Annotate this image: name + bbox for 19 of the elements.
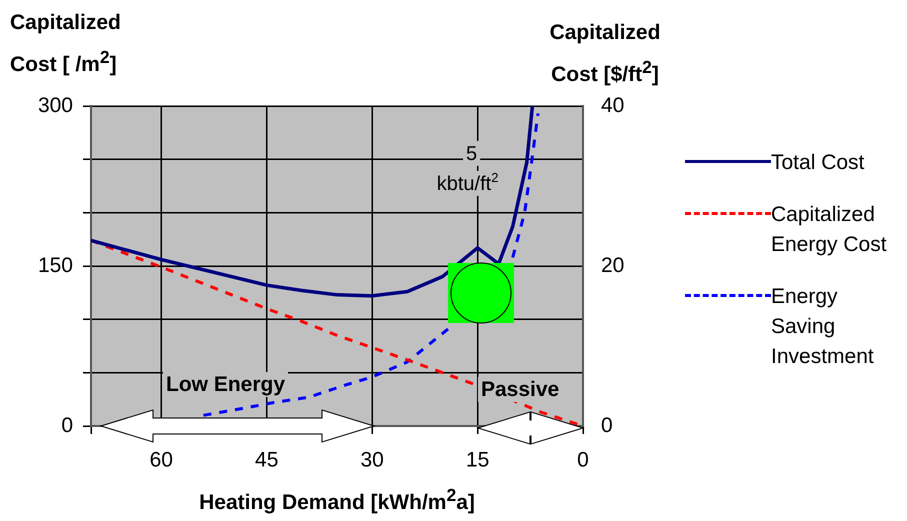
y2-tick-label: 40	[601, 94, 624, 117]
x-axis-title: Heating Demand [kWh/m$^{2}$a]	[198, 484, 476, 516]
y2-axis-title: Capitalized Cost [$/ft$^{2}$]	[548, 20, 662, 88]
x-tick-label: 0	[577, 448, 589, 472]
x-tick-label: 60	[150, 448, 173, 472]
x-tick-label: 15	[466, 448, 490, 472]
y-tick-label: 0	[61, 414, 73, 437]
legend-label: Energy Saving Investment	[771, 284, 875, 370]
y-tick-label: 300	[38, 94, 73, 117]
y2-tick-label: 20	[601, 254, 624, 277]
y-axis-title: Capitalized Cost [ /m$^{2}$]	[10, 10, 122, 78]
y2-tick-label: 0	[601, 414, 613, 437]
legend-label: Total Cost	[771, 150, 866, 176]
legend-label: Capitalized Energy Cost	[771, 202, 888, 258]
annotation: Low Energy	[166, 373, 286, 396]
y-tick-label: 150	[38, 254, 73, 277]
x-tick-label: 45	[255, 448, 278, 472]
annotation: Passive	[481, 378, 560, 401]
x-tick-label: 30	[360, 448, 384, 472]
